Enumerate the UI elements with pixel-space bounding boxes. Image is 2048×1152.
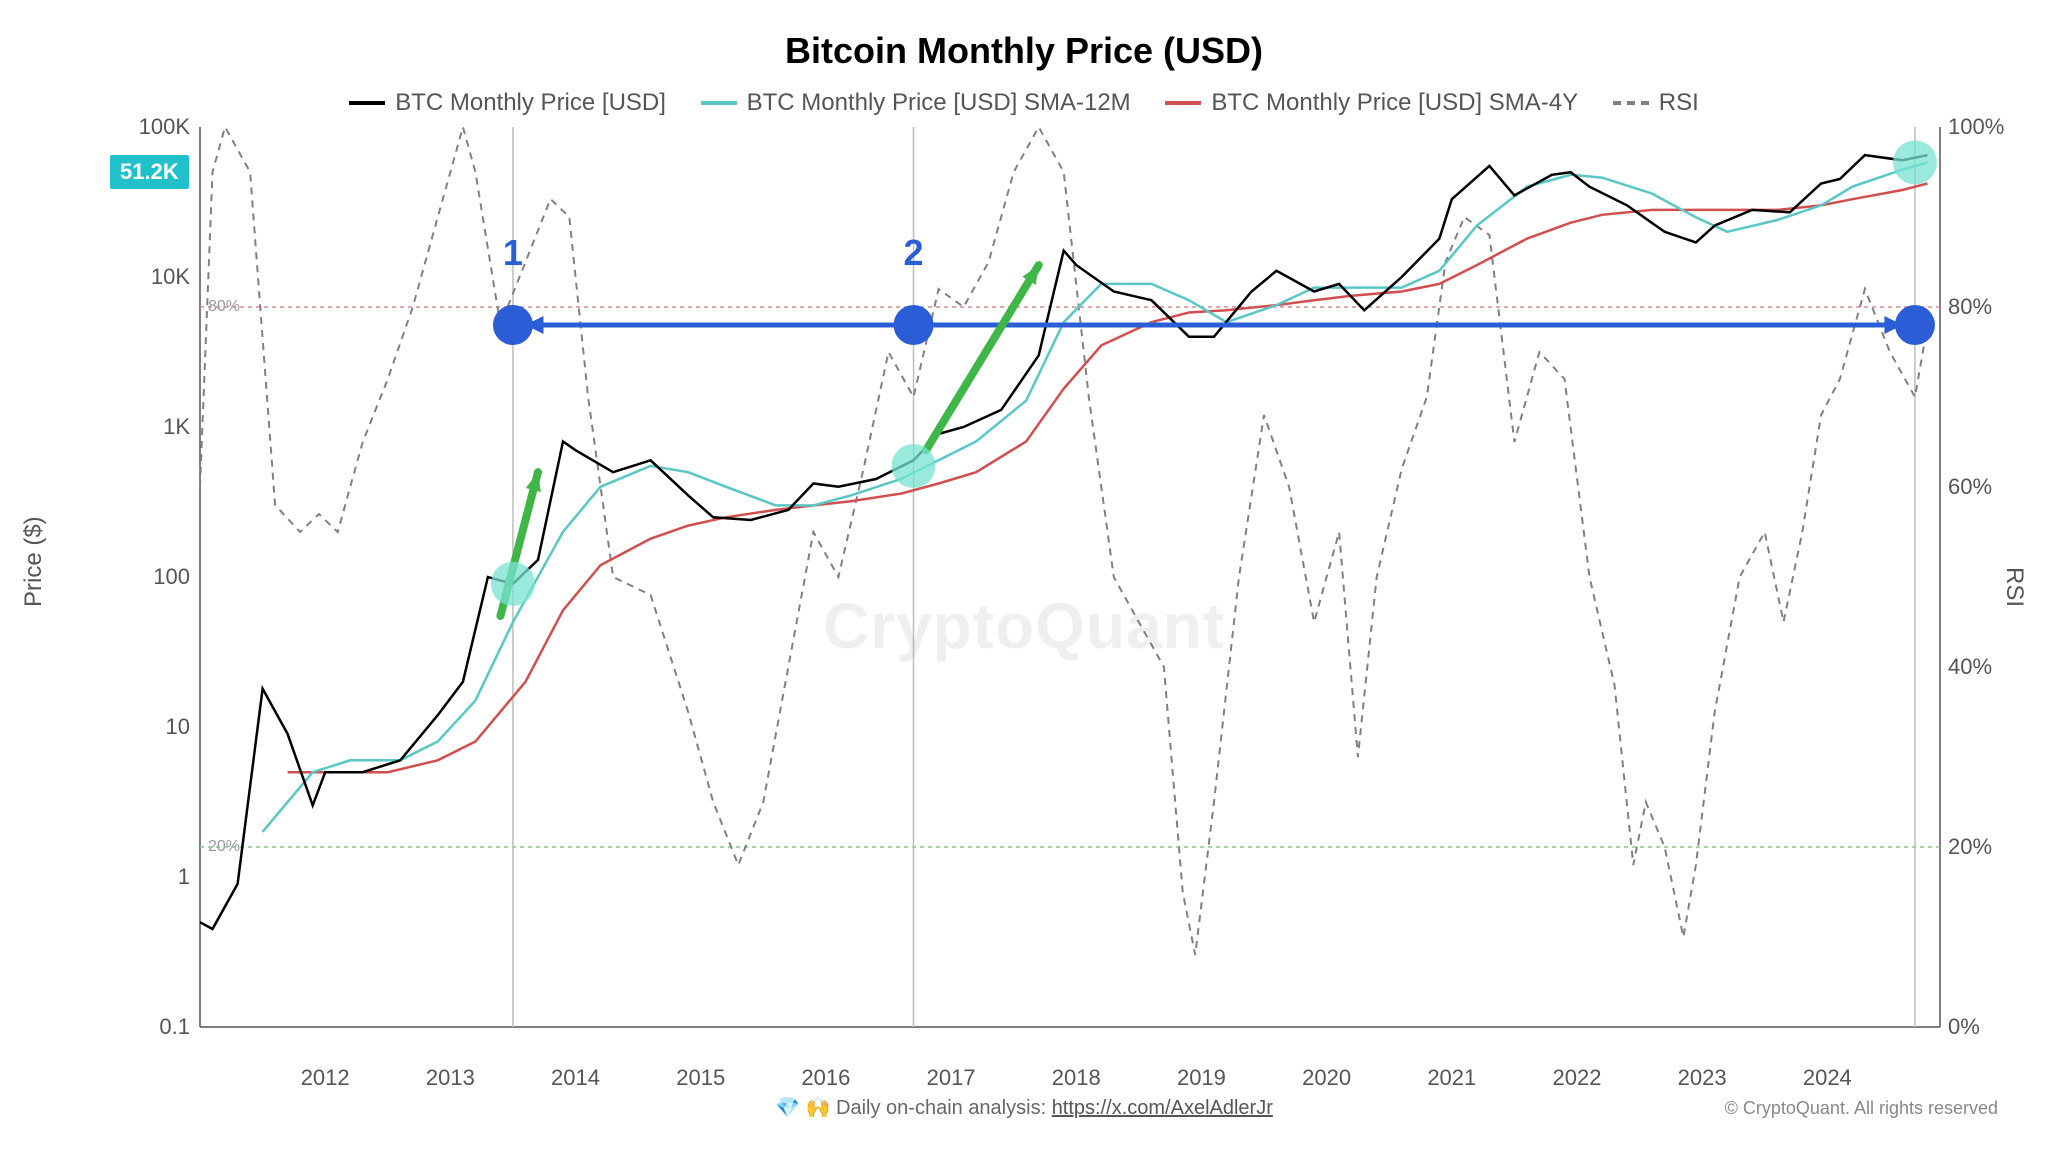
y-right-tick: 0% [1948, 1014, 2028, 1040]
y-right-tick: 40% [1948, 654, 2028, 680]
y-right-tick: 60% [1948, 474, 2028, 500]
chart-title: Bitcoin Monthly Price (USD) [40, 30, 2008, 72]
y-left-tick: 0.1 [110, 1014, 190, 1040]
current-price-badge: 51.2K [110, 155, 189, 189]
x-tick: 2012 [301, 1065, 350, 1091]
y-right-tick: 80% [1948, 294, 2028, 320]
legend: BTC Monthly Price [USD] BTC Monthly Pric… [40, 84, 2008, 117]
y-left-tick: 100 [110, 564, 190, 590]
y-right-tick: 100% [1948, 114, 2028, 140]
y-left-tick: 100K [110, 114, 190, 140]
x-tick: 2014 [551, 1065, 600, 1091]
legend-label: RSI [1659, 89, 1699, 117]
x-tick: 2016 [801, 1065, 850, 1091]
x-tick: 2022 [1552, 1065, 1601, 1091]
chart-container: Bitcoin Monthly Price (USD) BTC Monthly … [40, 30, 2008, 1122]
legend-swatch [1613, 101, 1649, 105]
legend-label: BTC Monthly Price [USD] [395, 89, 666, 117]
y-left-tick: 10K [110, 264, 190, 290]
legend-swatch [701, 101, 737, 105]
x-tick: 2024 [1803, 1065, 1852, 1091]
legend-swatch [1165, 101, 1201, 105]
x-tick: 2019 [1177, 1065, 1226, 1091]
y-axis-right-label: RSI [2000, 567, 2028, 607]
legend-item-sma4y: BTC Monthly Price [USD] SMA-4Y [1165, 89, 1578, 117]
x-tick: 2021 [1427, 1065, 1476, 1091]
legend-item-sma12: BTC Monthly Price [USD] SMA-12M [701, 89, 1131, 117]
x-tick: 2013 [426, 1065, 475, 1091]
rsi-ref-label: 20% [208, 838, 240, 856]
legend-swatch [349, 101, 385, 105]
legend-item-price: BTC Monthly Price [USD] [349, 89, 666, 117]
marker-number: 2 [904, 232, 924, 274]
y-left-tick: 10 [110, 714, 190, 740]
y-left-tick: 1K [110, 414, 190, 440]
x-tick: 2017 [927, 1065, 976, 1091]
legend-label: BTC Monthly Price [USD] SMA-12M [747, 89, 1131, 117]
subtitle-link[interactable]: https://x.com/AxelAdlerJr [1052, 1097, 1273, 1119]
plot-area: Price ($) RSI CryptoQuant 51.2K 0.111010… [40, 127, 2008, 1087]
marker-number: 1 [503, 232, 523, 274]
plot-svg [40, 127, 2008, 1087]
y-right-tick: 20% [1948, 834, 2028, 860]
legend-label: BTC Monthly Price [USD] SMA-4Y [1211, 89, 1578, 117]
x-tick: 2023 [1678, 1065, 1727, 1091]
legend-item-rsi: RSI [1613, 89, 1699, 117]
x-tick: 2020 [1302, 1065, 1351, 1091]
y-left-tick: 1 [110, 864, 190, 890]
x-tick: 2015 [676, 1065, 725, 1091]
rsi-ref-label: 80% [208, 298, 240, 316]
y-axis-left-label: Price ($) [20, 516, 48, 607]
x-tick: 2018 [1052, 1065, 1101, 1091]
subtitle-prefix: 💎 🙌 Daily on-chain analysis: [775, 1097, 1052, 1119]
